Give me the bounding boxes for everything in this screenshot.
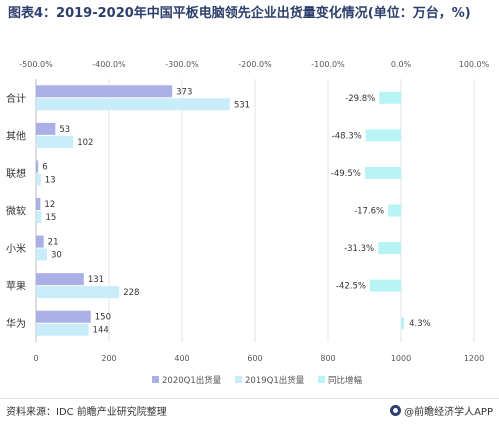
top-tick-label: 100.0% [459, 60, 490, 69]
bar-2019q1 [36, 211, 42, 223]
bar-2019q1 [36, 135, 74, 148]
bar-2019q1 [36, 323, 89, 336]
growth-label: -49.5% [331, 169, 361, 179]
bar-2020q1 [36, 122, 56, 135]
bar-2020q1 [36, 160, 39, 173]
growth-label: 4.3% [409, 319, 431, 329]
category-label: 联想 [6, 167, 26, 180]
value-label-2020q1: 21 [48, 238, 59, 248]
bottom-tick-label: 400 [174, 354, 189, 363]
growth-label: -17.6% [354, 207, 384, 217]
growth-label: -42.5% [336, 282, 366, 292]
value-label-2019q1: 30 [51, 251, 62, 261]
legend-swatch [152, 376, 159, 383]
bar-2020q1 [36, 235, 44, 248]
bottom-tick-label: 1000 [391, 354, 411, 363]
bottom-axis: 0 200 400 600 800 1000 1200 [33, 354, 484, 363]
bottom-tick-label: 800 [320, 354, 335, 363]
category-label: 微软 [6, 205, 26, 218]
category-label: 其他 [6, 129, 26, 142]
value-label-2020q1: 6 [42, 162, 47, 172]
category-label: 华为 [6, 317, 26, 330]
legend-swatch [318, 376, 325, 383]
grid-lines [35, 79, 475, 342]
bar-growth [378, 242, 401, 255]
bar-growth [369, 279, 401, 292]
value-label-2020q1: 131 [88, 275, 104, 285]
legend-swatch [235, 376, 242, 383]
value-label-2019q1: 228 [123, 288, 139, 298]
bar-2019q1 [36, 248, 47, 261]
bar-2019q1 [36, 173, 41, 186]
bar-2020q1 [36, 198, 41, 210]
brand-logo-icon [390, 405, 402, 416]
bars: 373 531 -29.8% 53 102 -48.3% 6 13 -49.5% 12 15 -17.… [36, 85, 431, 336]
value-label-2019q1: 531 [234, 100, 250, 110]
top-tick-label: 0.0% [391, 60, 412, 69]
value-label-2019q1: 15 [45, 213, 56, 223]
bar-2020q1 [36, 273, 84, 286]
bar-growth [379, 91, 401, 104]
value-label-2020q1: 53 [59, 125, 70, 135]
bottom-tick-label: 0 [33, 354, 38, 363]
source-note: 资料来源：IDC 前瞻产业研究院整理 [6, 407, 167, 418]
value-label-2020q1: 12 [44, 200, 55, 210]
growth-label: -31.3% [344, 244, 374, 254]
legend-label: 同比增幅 [328, 375, 363, 386]
chart-title: 图表4：2019-2020年中国平板电脑领先企业出货量变化情况(单位：万台，%) [8, 6, 471, 21]
top-axis: -500.0% -400.0% -300.0% -200.0% -100.0% 0.0% 1… [19, 60, 489, 69]
bar-2020q1 [36, 310, 91, 323]
value-label-2020q1: 150 [95, 313, 111, 323]
top-tick-label: -200.0% [238, 60, 272, 69]
top-tick-label: -400.0% [92, 60, 126, 69]
growth-label: -48.3% [332, 131, 362, 141]
brand-text: @前瞻经济学人APP [404, 407, 493, 418]
bottom-tick-label: 200 [101, 354, 116, 363]
value-label-2019q1: 13 [45, 175, 56, 185]
bar-chart: -500.0% -400.0% -300.0% -200.0% -100.0% 0.0% 1… [6, 60, 490, 386]
category-label: 苹果 [6, 280, 26, 293]
bar-growth [388, 204, 401, 217]
top-tick-label: -500.0% [19, 60, 53, 69]
bar-2019q1 [36, 286, 120, 299]
bar-growth [365, 129, 401, 142]
bar-growth [364, 166, 401, 179]
footer-divider [0, 398, 499, 399]
value-label-2020q1: 373 [176, 87, 192, 97]
category-label: 合计 [6, 92, 26, 105]
legend-label: 2019Q1出货量 [245, 375, 305, 386]
brand-credit: @前瞻经济学人APP [390, 403, 493, 418]
bottom-tick-label: 600 [247, 354, 262, 363]
value-label-2019q1: 102 [77, 138, 93, 148]
top-tick-label: -100.0% [311, 60, 345, 69]
top-tick-label: -300.0% [165, 60, 199, 69]
legend: 2020Q1出货量 2019Q1出货量 同比增幅 [152, 375, 363, 386]
value-label-2019q1: 144 [93, 326, 109, 336]
growth-label: -29.8% [345, 94, 375, 104]
bar-2020q1 [36, 85, 173, 98]
legend-label: 2020Q1出货量 [162, 375, 222, 386]
category-label: 小米 [6, 242, 26, 255]
bar-growth [401, 317, 405, 330]
bottom-tick-label: 1200 [464, 354, 484, 363]
bar-2019q1 [36, 98, 230, 111]
